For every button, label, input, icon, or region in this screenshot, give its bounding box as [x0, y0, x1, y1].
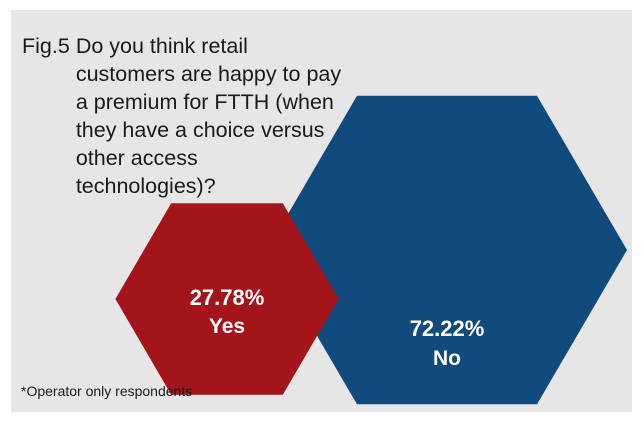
- footnote: *Operator only respondents: [21, 383, 193, 399]
- figure-number: Fig.5: [22, 34, 70, 58]
- hexagon-no: [267, 95, 627, 405]
- value-label-yes: 27.78%: [190, 285, 265, 310]
- chart-title: Fig.5 Do you think retail customers are …: [22, 32, 342, 200]
- hexagon-yes: [115, 203, 339, 395]
- question-text: Do you think retail customers are happy …: [75, 34, 342, 198]
- category-label-no: No: [433, 347, 461, 370]
- value-label-no: 72.22%: [410, 316, 485, 341]
- category-label-yes: Yes: [209, 315, 245, 338]
